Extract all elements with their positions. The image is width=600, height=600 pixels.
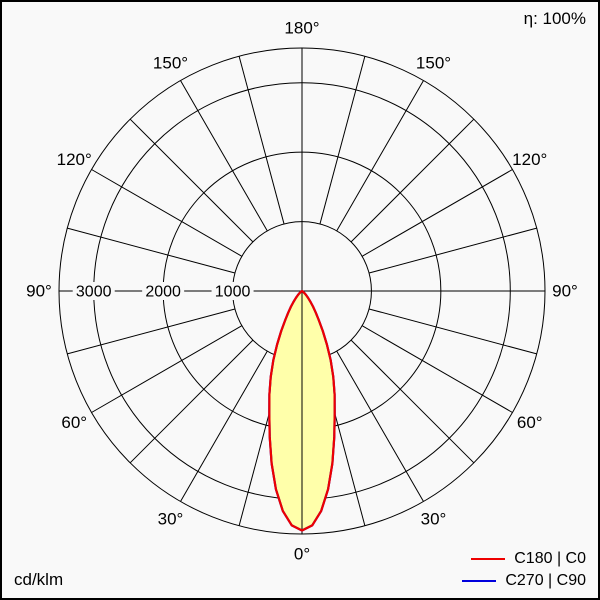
svg-text:90°: 90° xyxy=(552,282,578,301)
legend-line-blue xyxy=(462,580,497,582)
svg-text:1000: 1000 xyxy=(215,284,251,301)
svg-text:0°: 0° xyxy=(294,545,310,564)
legend-item-c90-c270: C270 | C90 xyxy=(462,570,586,592)
svg-text:30°: 30° xyxy=(421,509,447,528)
legend-label-c90-c270: C270 | C90 xyxy=(505,572,586,589)
svg-text:3000: 3000 xyxy=(76,284,112,301)
legend-label-c0-c180: C180 | C0 xyxy=(514,550,586,567)
svg-text:120°: 120° xyxy=(57,150,92,169)
efficiency-label: η: 100% xyxy=(523,9,586,28)
svg-text:2000: 2000 xyxy=(145,284,181,301)
svg-text:180°: 180° xyxy=(284,19,319,38)
svg-text:30°: 30° xyxy=(158,509,184,528)
svg-text:60°: 60° xyxy=(61,413,87,432)
svg-text:150°: 150° xyxy=(416,54,451,73)
svg-text:120°: 120° xyxy=(512,150,547,169)
svg-text:90°: 90° xyxy=(26,282,52,301)
units-label: cd/klm xyxy=(14,570,64,589)
legend: C180 | C0 C270 | C90 xyxy=(462,548,586,592)
legend-item-c0-c180: C180 | C0 xyxy=(462,548,586,570)
svg-text:60°: 60° xyxy=(517,413,543,432)
svg-text:150°: 150° xyxy=(153,54,188,73)
legend-line-red xyxy=(471,558,506,560)
